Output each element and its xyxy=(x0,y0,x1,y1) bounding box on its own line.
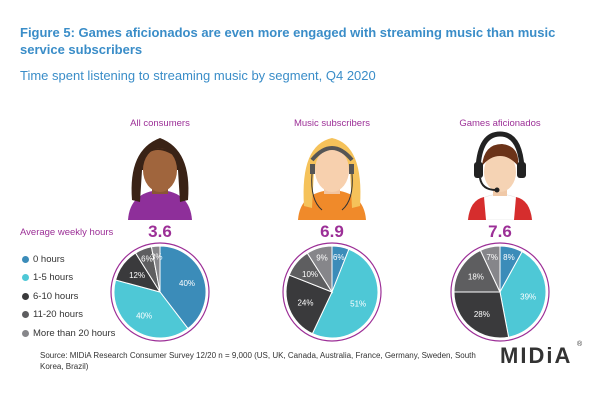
pie-slice-label: 40% xyxy=(136,312,152,321)
pie-slice-label: 12% xyxy=(129,271,145,280)
avg-hours-games-aficionados: 7.6 xyxy=(488,222,512,241)
legend-item: 1-5 hours xyxy=(22,269,115,288)
pie-slice-label: 40% xyxy=(179,279,195,288)
pie-slice-games-aficionados xyxy=(479,245,501,293)
pie-slice-label: 24% xyxy=(297,298,313,307)
pie-slice-music-subscribers xyxy=(306,245,333,294)
pie-slice-all-consumers xyxy=(113,279,189,339)
pie-slice-label: 6% xyxy=(141,255,153,264)
legend-item: 6-10 hours xyxy=(22,287,115,306)
pie-slice-label: 10% xyxy=(302,270,318,279)
legend-label: 0 hours xyxy=(33,253,65,265)
pie-ring-music-subscribers xyxy=(282,242,382,342)
pie-slice-games-aficionados xyxy=(453,249,501,293)
pie-slice-music-subscribers xyxy=(311,248,379,339)
pie-slice-games-aficionados xyxy=(453,291,510,339)
pie-slice-games-aficionados xyxy=(499,251,547,338)
legend: 0 hours 1-5 hours 6-10 hours 11-20 hours… xyxy=(22,250,115,343)
pie-ring-all-consumers xyxy=(110,242,210,342)
registered-mark: ® xyxy=(577,341,583,348)
all-consumers-avatar-icon xyxy=(128,138,192,220)
pie-slice-label: 8% xyxy=(503,253,515,262)
chart-title: Figure 5: Games aficionados are even mor… xyxy=(20,25,556,57)
pie-slice-label: 28% xyxy=(474,310,490,319)
avg-hours-music-subscribers: 6.9 xyxy=(320,222,344,241)
legend-item: 0 hours xyxy=(22,250,115,269)
average-weekly-hours-label: Average weekly hours xyxy=(20,227,114,238)
legend-swatch xyxy=(22,311,29,319)
legend-item: More than 20 hours xyxy=(22,324,115,343)
pie-slice-music-subscribers xyxy=(285,274,333,335)
music-subscribers-avatar-icon xyxy=(298,138,366,220)
pie-slice-label: 3% xyxy=(151,252,163,261)
pie-slice-label: 6% xyxy=(333,253,345,262)
pie-slice-all-consumers xyxy=(159,245,207,330)
games-aficionados-avatar-icon xyxy=(467,131,533,220)
pie-slice-label: 18% xyxy=(468,273,484,282)
legend-label: 1-5 hours xyxy=(33,272,74,284)
legend-label: More than 20 hours xyxy=(33,327,116,339)
midia-logo: MIDiA xyxy=(500,343,573,368)
pie-slice-all-consumers xyxy=(150,245,161,293)
pie-ring-games-aficionados xyxy=(450,242,550,342)
source-note: Source: MIDiA Research Consumer Survey 1… xyxy=(40,351,476,371)
chart-subtitle: Time spent listening to streaming music … xyxy=(20,68,376,83)
legend-swatch xyxy=(22,329,29,337)
legend-label: 11-20 hours xyxy=(33,309,83,321)
pie-slice-label: 7% xyxy=(486,253,498,262)
segment-label-all-consumers: All consumers xyxy=(130,118,190,129)
avg-hours-all-consumers: 3.6 xyxy=(148,222,172,241)
segment-label-games-aficionados: Games aficionados xyxy=(459,118,541,129)
legend-swatch xyxy=(22,274,29,282)
legend-swatch xyxy=(22,292,29,300)
pie-slice-label: 51% xyxy=(350,299,366,308)
legend-item: 11-20 hours xyxy=(22,306,115,325)
pie-slice-label: 39% xyxy=(520,292,536,301)
pie-slice-label: 9% xyxy=(316,254,328,263)
legend-swatch xyxy=(22,255,29,263)
segment-label-music-subscribers: Music subscribers xyxy=(293,118,371,129)
legend-label: 6-10 hours xyxy=(33,290,79,302)
